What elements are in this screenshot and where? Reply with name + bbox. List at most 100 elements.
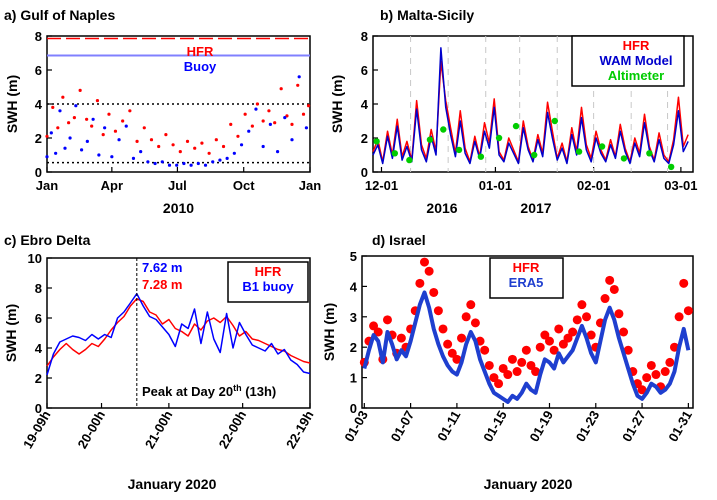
x-tick-label: 01-23: [573, 408, 603, 444]
data-point-buoy: [167, 163, 172, 167]
data-point-buoy: [268, 122, 272, 126]
data-point-buoy: [275, 150, 280, 154]
series-line-b1-buoy: [46, 292, 311, 376]
peak-annotation-suffix: (13h): [242, 384, 277, 399]
y-tick-label: 0: [361, 165, 368, 180]
data-point-hfr: [193, 146, 197, 150]
data-point-hfr: [443, 339, 453, 349]
x-tick-label: 01-15: [480, 408, 510, 444]
x-tick-label: 22-00h: [216, 408, 250, 451]
x-tick-label: 01-27: [619, 408, 649, 444]
data-point-altimeter: [391, 150, 399, 157]
y-tick-label: 0: [350, 401, 357, 416]
y-tick-label: 0: [35, 401, 42, 416]
data-point-hfr: [51, 105, 55, 109]
legend-label: ERA5: [509, 275, 544, 290]
data-point-hfr: [229, 122, 233, 126]
data-point-hfr: [549, 345, 559, 355]
data-point-hfr: [637, 385, 647, 395]
peak-value-hfr: 7.28 m: [142, 277, 182, 292]
data-point-buoy: [58, 109, 62, 113]
data-point-altimeter: [646, 150, 653, 157]
data-point-hfr: [72, 116, 76, 120]
data-point-altimeter: [426, 136, 434, 143]
data-point-hfr: [85, 117, 89, 121]
data-point-hfr: [507, 354, 517, 364]
data-point-hfr: [494, 379, 504, 389]
x-tick-label: Jan: [36, 178, 58, 193]
data-point-hfr: [623, 345, 633, 355]
data-point-hfr: [301, 112, 306, 116]
data-point-hfr: [466, 300, 476, 310]
data-point-hfr: [521, 345, 531, 355]
data-point-buoy: [182, 161, 186, 166]
y-tick-label: 4: [350, 279, 358, 294]
data-point-hfr: [90, 124, 94, 128]
data-point-hfr: [679, 278, 689, 288]
data-point-hfr: [296, 83, 300, 87]
data-point-buoy: [239, 143, 244, 147]
data-point-altimeter: [477, 153, 485, 160]
y-axis-label: SWH (m): [329, 75, 345, 133]
data-point-hfr: [503, 370, 513, 380]
y-tick-label: 2: [361, 131, 368, 146]
x-tick-label: 01-01: [479, 178, 512, 193]
data-point-buoy: [297, 75, 301, 79]
legend-box: [227, 261, 309, 303]
data-point-hfr: [582, 312, 592, 322]
year-label: 2016: [426, 200, 457, 216]
legend-box: [571, 35, 685, 87]
data-point-altimeter: [373, 138, 380, 145]
data-point-hfr: [214, 138, 218, 142]
y-axis-label: SWH (m): [4, 75, 20, 133]
x-tick-label: 19-09h: [20, 408, 54, 451]
data-point-buoy: [175, 163, 179, 167]
y-tick-label: 2: [35, 131, 42, 146]
y-tick-label: 0: [35, 165, 42, 180]
year-label: 2010: [163, 200, 194, 216]
data-point-hfr: [568, 327, 578, 337]
data-point-hfr: [369, 321, 379, 331]
data-point-hfr: [128, 109, 132, 113]
x-tick-label: 01-07: [388, 408, 418, 444]
data-point-hfr: [447, 348, 457, 358]
data-point-hfr: [605, 275, 615, 285]
x-tick-label: Apr: [101, 178, 123, 193]
y-tick-label: 10: [28, 251, 42, 266]
x-tick-label: 21-00h: [142, 408, 176, 451]
data-point-buoy: [103, 126, 107, 130]
data-point-buoy: [225, 156, 229, 160]
data-point-hfr: [531, 367, 541, 377]
y-tick-label: 8: [35, 29, 42, 44]
y-tick-label: 8: [361, 29, 368, 44]
data-point-altimeter: [440, 126, 447, 133]
panel-d: d) Israel 0 1 2 3 4 5 SWH (m) 01-03 01-07 01-11 01-…: [321, 232, 695, 492]
data-point-hfr: [255, 102, 259, 106]
plot-frame: [361, 255, 694, 409]
data-point-hfr: [78, 88, 82, 92]
data-point-buoy: [117, 138, 121, 142]
data-point-altimeter: [620, 155, 628, 162]
data-point-hfr: [484, 360, 494, 370]
legend-box: [489, 257, 564, 299]
data-point-hfr: [674, 312, 684, 322]
y-tick-label: 6: [35, 63, 42, 78]
data-point-altimeter: [455, 146, 463, 154]
panel-title: b) Malta-Sicily: [380, 7, 474, 23]
data-point-hfr: [149, 138, 154, 142]
data-point-hfr: [526, 360, 536, 370]
data-point-hfr: [498, 363, 508, 373]
data-point-buoy: [254, 107, 258, 111]
data-point-buoy: [85, 139, 89, 143]
data-point-buoy: [49, 131, 53, 135]
data-point-buoy: [110, 155, 114, 159]
legend-label: HFR: [187, 44, 214, 59]
data-point-hfr: [577, 300, 587, 310]
series-line-era5: [362, 290, 691, 404]
data-point-hfr: [660, 367, 670, 377]
data-point-buoy: [203, 163, 208, 167]
data-point-buoy: [232, 151, 236, 155]
data-point-hfr: [558, 339, 568, 349]
